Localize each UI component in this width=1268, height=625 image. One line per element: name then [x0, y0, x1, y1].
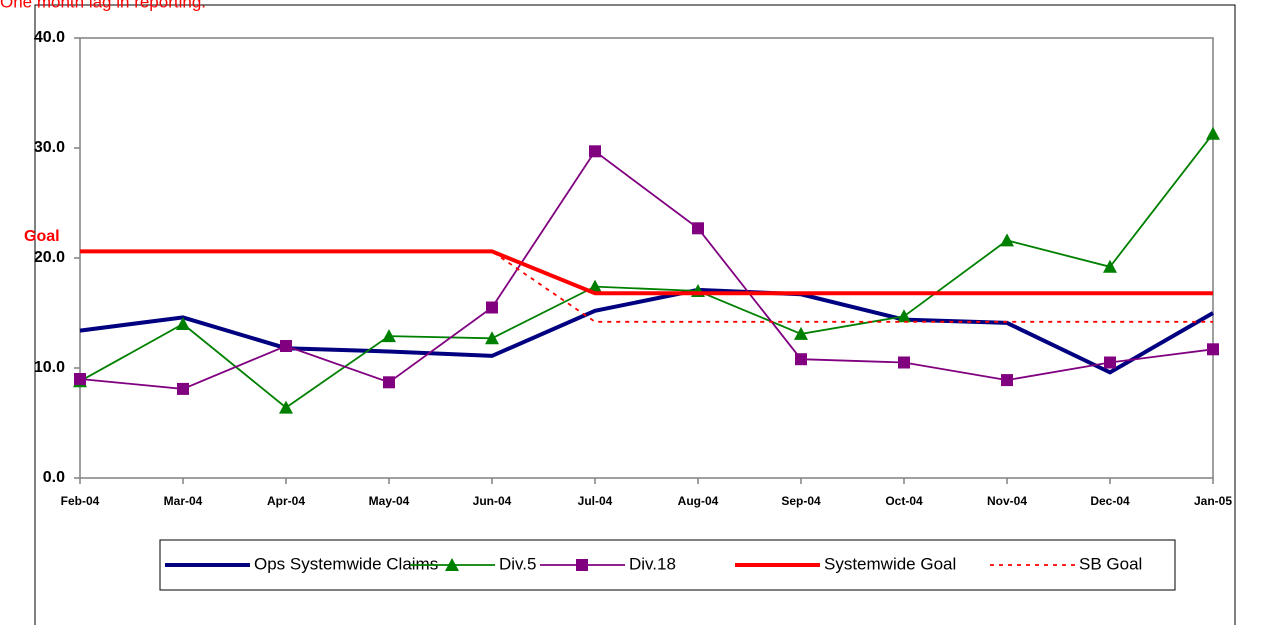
x-tick-label: Feb-04 [61, 494, 100, 508]
x-tick-label: Dec-04 [1090, 494, 1130, 508]
point [589, 145, 601, 158]
legend-label: Div.18 [629, 554, 676, 573]
point [1104, 356, 1116, 369]
point [588, 279, 602, 293]
point [1103, 259, 1117, 273]
y-tick-label: 40.0 [34, 29, 65, 46]
y-tick-label: 20.0 [34, 249, 65, 266]
point [1207, 343, 1219, 356]
y-tick-label: 30.0 [34, 139, 65, 156]
plot-area [79, 37, 1214, 479]
x-tick-label: Jul-04 [578, 494, 613, 508]
legend-label: SB Goal [1079, 554, 1142, 573]
x-tick-label: Apr-04 [267, 494, 305, 508]
legend-label: Systemwide Goal [824, 554, 956, 573]
point [1206, 126, 1220, 140]
legend-label: Ops Systemwide Claims [254, 554, 438, 573]
point [485, 331, 499, 345]
x-tick-label: Aug-04 [678, 494, 719, 508]
x-tick-label: May-04 [369, 494, 410, 508]
x-tick-label: Jan-05 [1194, 494, 1232, 508]
legend-marker [576, 559, 588, 571]
series-line [80, 249, 1213, 296]
y-tick-label: 10.0 [34, 359, 65, 376]
point [280, 340, 292, 352]
series-line [79, 150, 1214, 390]
point [177, 382, 189, 395]
point [692, 222, 704, 235]
point [1000, 233, 1014, 247]
point [382, 329, 396, 343]
chart-frame [34, 4, 1236, 625]
y-tick-label: 0.0 [43, 469, 65, 486]
annotation: One month lag in reporting. [0, 0, 206, 11]
x-tick-label: Mar-04 [164, 494, 203, 508]
point [279, 400, 293, 414]
legend-marker [445, 558, 459, 571]
point [176, 317, 190, 330]
point [383, 376, 395, 389]
goal-annotation: Goal [24, 228, 60, 245]
legend-box [159, 539, 1176, 591]
point [795, 353, 807, 366]
point [1001, 374, 1013, 387]
point [486, 301, 498, 314]
legend-label: Div.5 [499, 554, 536, 573]
series-line [79, 133, 1214, 409]
point [898, 356, 910, 369]
x-tick-label: Oct-04 [885, 494, 923, 508]
series-line [80, 250, 1213, 323]
x-tick-label: Nov-04 [987, 494, 1027, 508]
point [897, 309, 911, 323]
x-tick-label: Jun-04 [473, 494, 512, 508]
point [794, 326, 808, 340]
point [74, 373, 86, 385]
x-tick-label: Sep-04 [781, 494, 821, 508]
series-line [79, 287, 1214, 375]
